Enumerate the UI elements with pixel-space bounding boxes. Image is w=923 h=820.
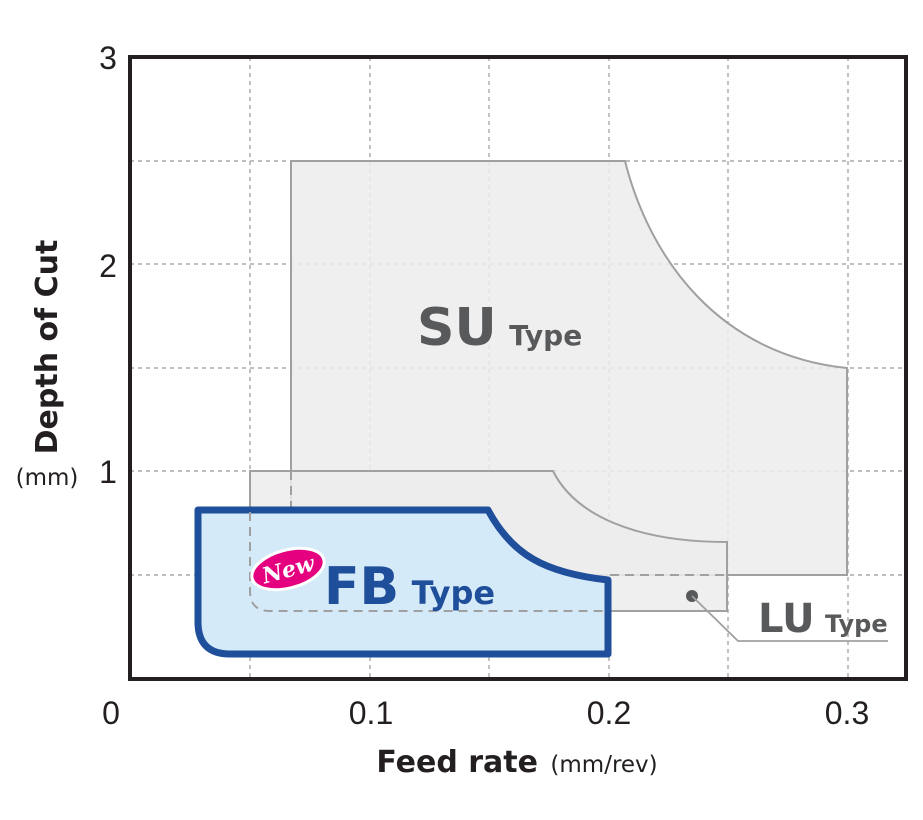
su-suffix: Type: [509, 319, 582, 352]
x-tick-label: 0: [102, 695, 120, 731]
fb-region: [194, 506, 612, 658]
lu-name: LU: [758, 596, 815, 642]
su-label: SU Type: [417, 298, 582, 358]
x-tick-label: 0.2: [587, 695, 631, 731]
y-tick-label: 3: [99, 40, 117, 76]
y-tick-label: 2: [99, 248, 117, 284]
y-tick-label: 1: [99, 454, 117, 490]
x-axis-title: Feed rate (mm/rev): [376, 745, 657, 780]
y-axis-unit: (mm): [16, 465, 79, 491]
y-axis-label: Depth of Cut: [30, 240, 65, 455]
fb-suffix: Type: [412, 574, 496, 612]
plot-frame: [128, 55, 908, 681]
su-name: SU: [417, 298, 497, 358]
x-tick-label: 0.1: [349, 695, 393, 731]
lu-label: LU Type: [758, 596, 888, 642]
lu-leader-line: [691, 595, 888, 642]
x-tick-label: 0.3: [825, 695, 869, 731]
new-badge-shape: [250, 546, 326, 592]
x-axis-label: Feed rate: [376, 745, 538, 780]
lu-hidden-edge: [249, 512, 605, 612]
x-axis-unit: (mm/rev): [550, 752, 657, 778]
fb-name: FB: [324, 557, 399, 617]
lu-suffix: Type: [825, 610, 888, 638]
new-badge: New: [250, 546, 326, 592]
fb-label: FB Type: [324, 557, 495, 617]
